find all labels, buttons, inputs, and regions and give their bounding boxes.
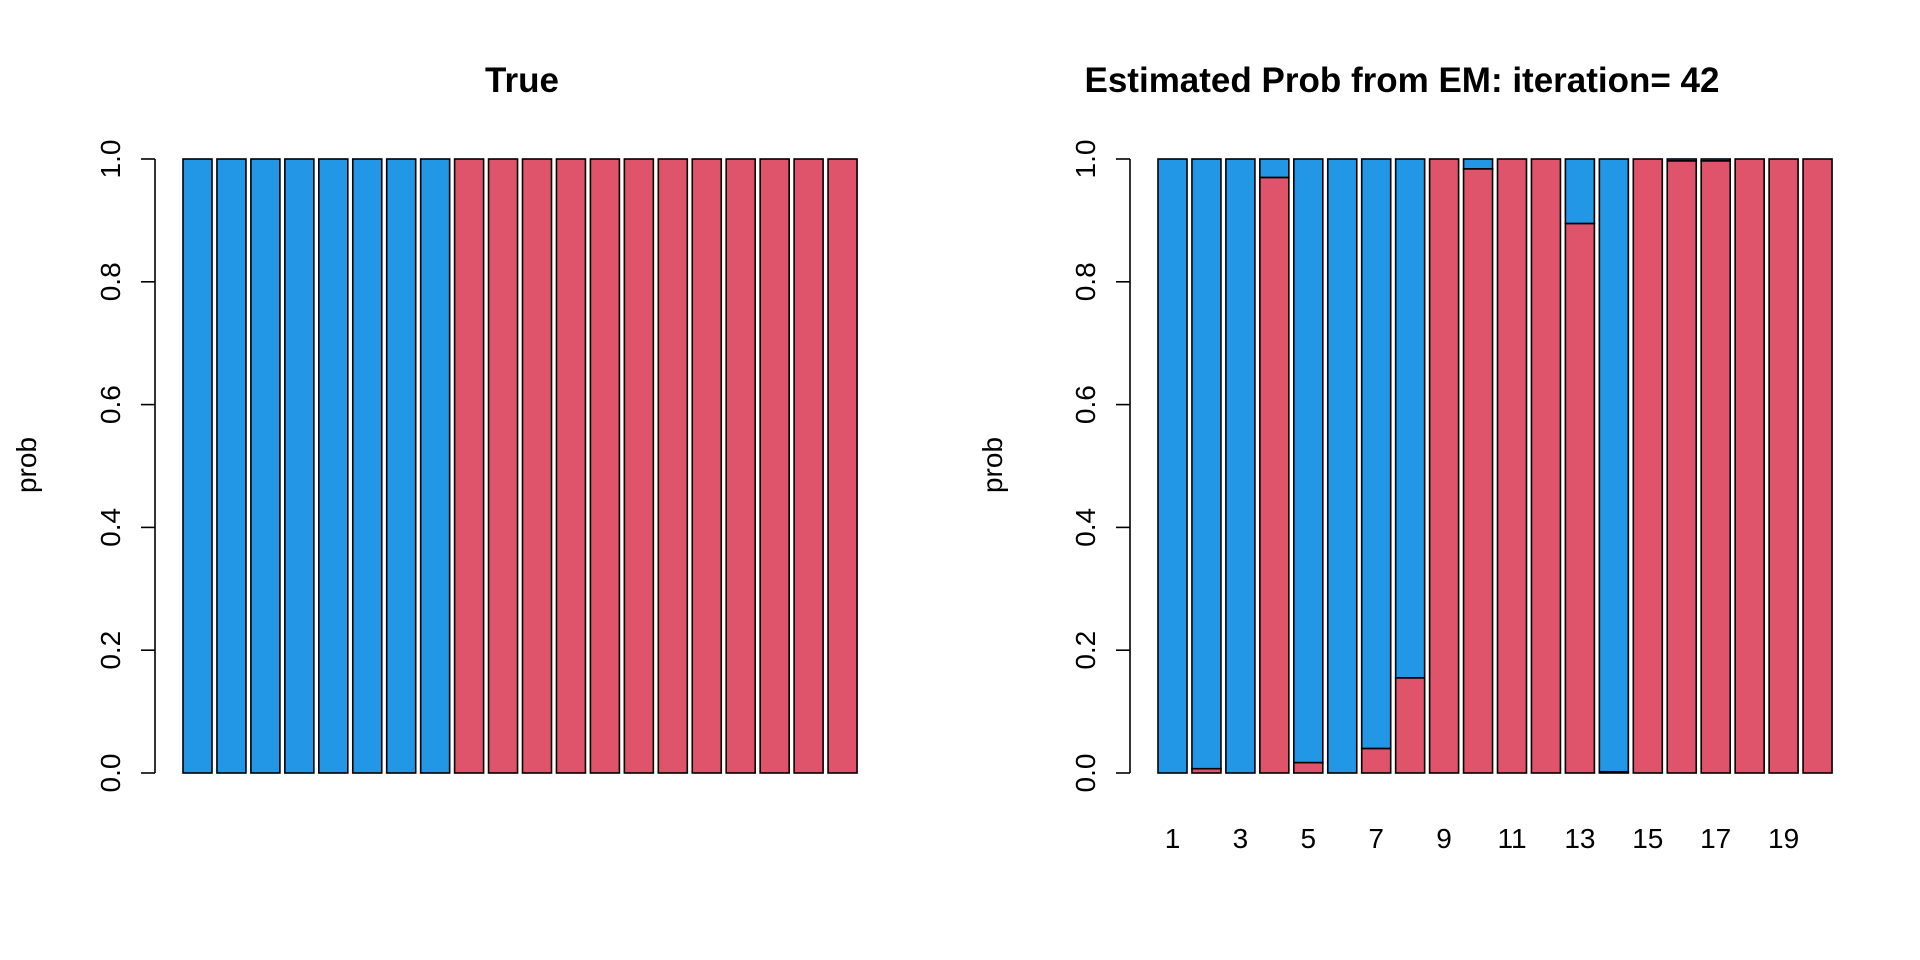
- bar-segment-10-0: [1462, 168, 1494, 774]
- y-axis: 0.0 0.2 0.4 0.6 0.8 1.0: [95, 140, 156, 793]
- bars: [1157, 158, 1833, 774]
- y-tick-label: 0.4: [1070, 508, 1101, 547]
- bar-segment-19-0: [793, 158, 824, 774]
- x-tick-label: 15: [1632, 823, 1663, 854]
- x-tick-label: 17: [1700, 823, 1731, 854]
- panel-true: True prob 0.0 0.2 0.4 0.6 0.8 1.0: [11, 61, 858, 793]
- bar-segment-5-1: [317, 158, 349, 774]
- bar-segment-9-0: [1428, 158, 1460, 774]
- bar-segment-18-0: [1734, 158, 1765, 774]
- y-tick-label: 0.8: [1070, 262, 1101, 301]
- bar-segment-9-0: [453, 158, 485, 774]
- bar-segment-17-1: [1700, 158, 1731, 162]
- bar-segment-16-1: [1666, 158, 1698, 162]
- y-tick-label: 0.6: [1070, 385, 1101, 424]
- y-tick-label: 0.0: [1070, 754, 1101, 793]
- bar-segment-8-1: [1394, 158, 1426, 679]
- panel-estimated: Estimated Prob from EM: iteration= 42 pr…: [977, 61, 1833, 854]
- chart-title: Estimated Prob from EM: iteration= 42: [1085, 61, 1720, 100]
- bar-segment-6-1: [351, 158, 383, 774]
- bar-segment-13-0: [1564, 222, 1596, 774]
- bar-segment-14-1: [1598, 158, 1630, 773]
- bar-segment-4-0: [1259, 176, 1290, 774]
- bar-segment-3-1: [1225, 158, 1256, 774]
- bar-segment-5-1: [1293, 158, 1324, 764]
- bar-segment-2-1: [1191, 158, 1222, 770]
- x-tick-label: 13: [1564, 823, 1595, 854]
- x-tick-label: 5: [1301, 823, 1317, 854]
- bar-segment-18-0: [759, 158, 790, 774]
- bar-segment-3-1: [250, 158, 281, 774]
- y-tick-label: 0.0: [95, 754, 126, 793]
- y-tick-label: 0.6: [95, 385, 126, 424]
- bar-segment-4-1: [284, 158, 315, 774]
- bar-segment-7-0: [1360, 747, 1392, 774]
- bar-segment-11-0: [521, 158, 553, 774]
- bar-segment-8-1: [419, 158, 451, 774]
- x-tick-label: 19: [1768, 823, 1799, 854]
- chart-title: True: [485, 61, 559, 100]
- x-axis: 1 3 5 7 9 11 13 15 17 19: [1165, 823, 1799, 854]
- bar-segment-13-1: [1564, 158, 1596, 225]
- y-tick-label: 1.0: [1070, 140, 1101, 179]
- bar-segment-1-1: [182, 158, 213, 774]
- y-axis-label: prob: [977, 437, 1008, 493]
- bar-segment-17-0: [1700, 160, 1731, 774]
- bar-segment-10-0: [487, 158, 519, 774]
- bar-segment-13-0: [589, 158, 621, 774]
- bar-segment-14-0: [623, 158, 655, 774]
- bar-segment-16-0: [691, 158, 723, 774]
- bar-segment-20-0: [827, 158, 858, 774]
- bar-segment-8-0: [1394, 677, 1426, 774]
- bar-segment-7-1: [1360, 158, 1392, 750]
- bar-segment-15-0: [1632, 158, 1664, 774]
- x-tick-label: 7: [1368, 823, 1384, 854]
- x-tick-label: 3: [1233, 823, 1249, 854]
- bar-segment-17-0: [725, 158, 757, 774]
- bar-segment-19-0: [1768, 158, 1799, 774]
- y-tick-label: 0.4: [95, 508, 126, 547]
- bar-segment-11-0: [1496, 158, 1528, 774]
- bar-segment-10-1: [1462, 158, 1494, 170]
- bar-segment-12-0: [1530, 158, 1562, 774]
- bar-segment-12-0: [555, 158, 587, 774]
- bars: [182, 158, 858, 774]
- y-tick-label: 0.2: [1070, 631, 1101, 670]
- bar-segment-7-1: [385, 158, 417, 774]
- bar-segment-5-0: [1293, 761, 1324, 774]
- x-tick-label: 9: [1436, 823, 1452, 854]
- bar-segment-16-0: [1666, 160, 1698, 774]
- y-tick-label: 0.2: [95, 631, 126, 670]
- x-tick-label: 1: [1165, 823, 1181, 854]
- bar-segment-1-1: [1157, 158, 1188, 774]
- bar-segment-2-1: [216, 158, 247, 774]
- y-tick-label: 0.8: [95, 262, 126, 301]
- y-tick-label: 1.0: [95, 140, 126, 179]
- bar-segment-20-0: [1802, 158, 1833, 774]
- bar-segment-4-1: [1259, 158, 1290, 179]
- bar-segment-6-1: [1326, 158, 1358, 774]
- y-axis-label: prob: [11, 437, 42, 493]
- y-axis: 0.0 0.2 0.4 0.6 0.8 1.0: [1070, 140, 1131, 793]
- x-tick-label: 11: [1497, 823, 1526, 854]
- bar-segment-15-0: [657, 158, 689, 774]
